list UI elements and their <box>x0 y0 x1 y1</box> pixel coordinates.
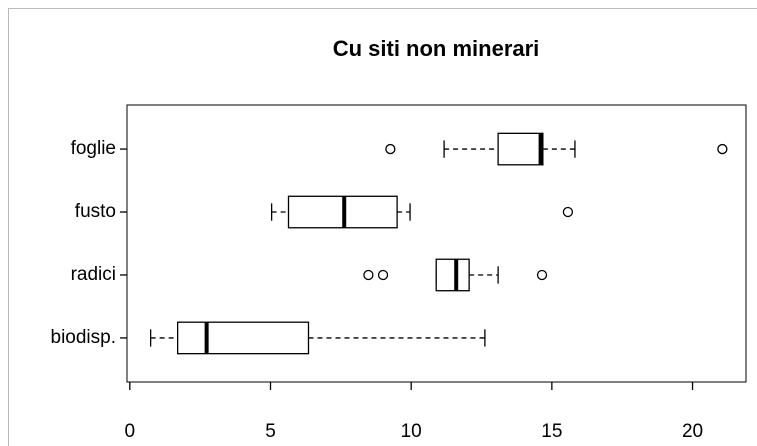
outlier <box>377 269 389 281</box>
box <box>497 132 544 166</box>
y-tick-label: biodisp. <box>51 327 117 348</box>
y-tick-label: radici <box>71 264 116 285</box>
y-tick-label: fusto <box>75 201 116 222</box>
outlier <box>536 269 548 281</box>
y-tick-label: foglie <box>71 138 116 159</box>
box <box>176 321 310 355</box>
plot-box <box>126 104 747 383</box>
frame <box>8 8 757 446</box>
x-tick-label: 15 <box>541 421 562 442</box>
x-tick-label: 5 <box>265 421 276 442</box>
x-tick-label: 20 <box>682 421 703 442</box>
box <box>435 258 470 292</box>
outlier <box>717 143 728 155</box>
outlier <box>363 269 374 281</box>
chart-title: Cu siti non minerari <box>333 36 540 61</box>
x-tick-label: 10 <box>401 421 422 442</box>
outlier <box>562 206 574 218</box>
outlier <box>385 143 396 155</box>
x-tick-label: 0 <box>125 421 136 442</box>
